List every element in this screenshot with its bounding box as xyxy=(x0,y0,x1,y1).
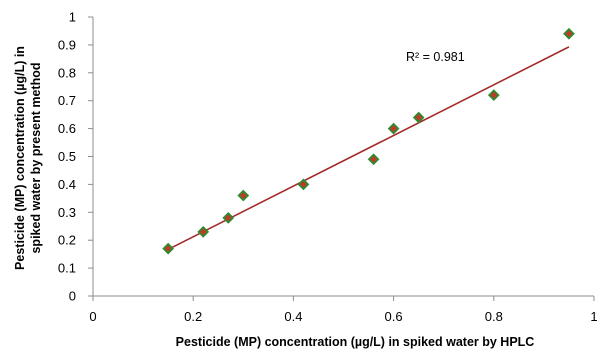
data-point xyxy=(237,189,250,202)
y-axis-title-line-2: spiked water by present method xyxy=(29,62,43,253)
linear-trendline xyxy=(167,46,570,251)
x-tick-label: 0.2 xyxy=(184,309,202,324)
y-tick-label: 0.6 xyxy=(58,121,76,136)
data-point xyxy=(387,122,400,135)
y-axis-title-line-1: Pesticide (MP) concentration (µg/L) in xyxy=(13,46,27,270)
x-tick-label: 0.4 xyxy=(284,309,302,324)
x-axis-ticks: 0 0.2 0.4 0.6 0.8 1 xyxy=(89,296,598,324)
x-tick-label: 0.6 xyxy=(385,309,403,324)
data-point xyxy=(197,225,210,238)
y-tick-label: 0.4 xyxy=(58,177,76,192)
r-squared-annotation: R² = 0.981 xyxy=(406,50,465,64)
y-tick-label: 1 xyxy=(69,10,76,25)
y-tick-label: 0.7 xyxy=(58,93,76,108)
data-point xyxy=(222,212,235,224)
trendline-layer xyxy=(167,46,570,251)
y-axis-ticks: 0 0.1 0.2 0.3 0.4 0.5 0.6 0.7 0.8 0.9 1 xyxy=(58,10,93,304)
y-tick-label: 0 xyxy=(69,289,76,304)
data-point xyxy=(412,111,425,124)
x-tick-label: 1 xyxy=(590,309,597,324)
data-point xyxy=(367,153,380,166)
x-tick-label: 0 xyxy=(89,309,96,324)
data-points xyxy=(162,27,575,255)
x-axis-title: Pesticide (MP) concentration (µg/L) in s… xyxy=(176,335,535,349)
y-tick-label: 0.3 xyxy=(58,205,76,220)
data-point xyxy=(162,242,175,255)
y-tick-label: 0.9 xyxy=(58,37,76,52)
data-point xyxy=(297,178,310,191)
y-tick-label: 0.2 xyxy=(58,233,76,248)
y-tick-label: 0.5 xyxy=(58,149,76,164)
y-tick-label: 0.1 xyxy=(58,261,76,276)
y-axis-title: Pesticide (MP) concentration (µg/L) in s… xyxy=(13,46,43,270)
data-point xyxy=(487,89,500,101)
data-point xyxy=(563,27,575,40)
x-tick-label: 0.8 xyxy=(485,309,503,324)
y-tick-label: 0.8 xyxy=(58,65,76,80)
